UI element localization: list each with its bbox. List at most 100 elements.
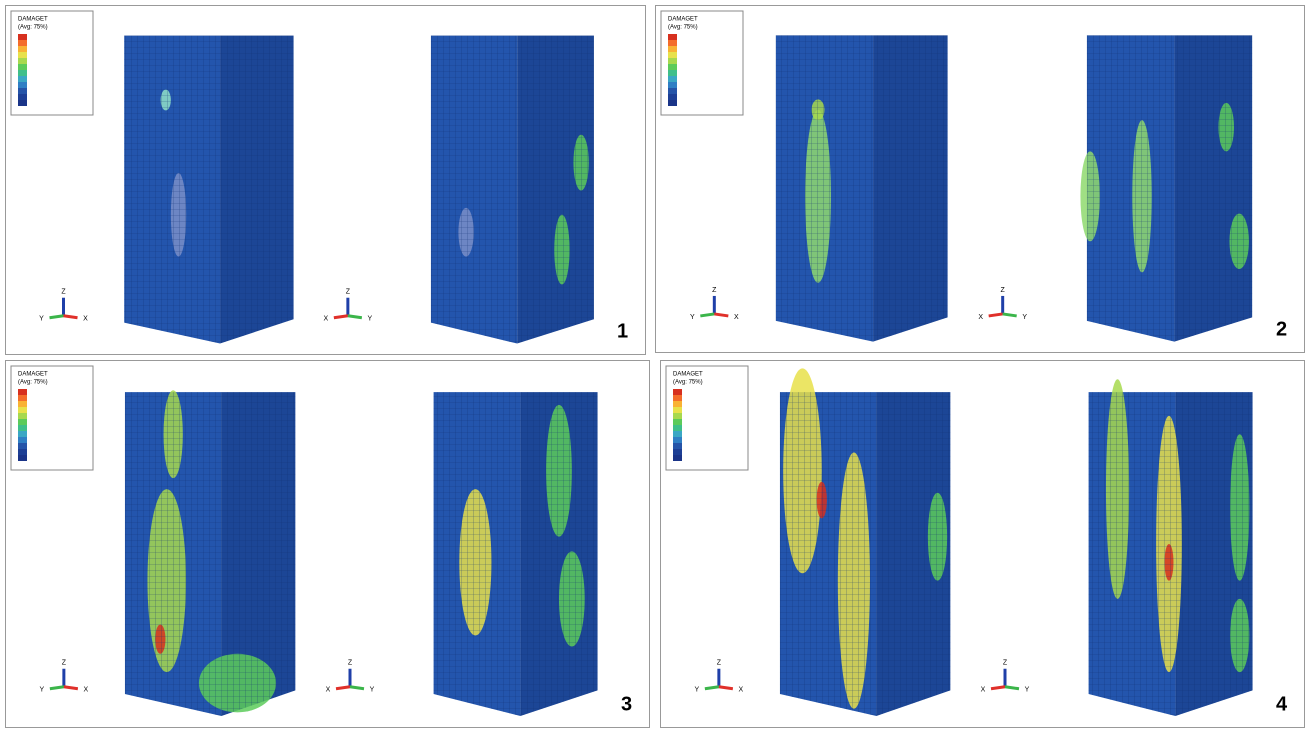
panel-number: 3 bbox=[621, 693, 632, 715]
triad-label: Y bbox=[40, 687, 45, 694]
panel-number: 1 bbox=[617, 320, 628, 342]
triad-label: Y bbox=[1025, 687, 1030, 694]
triad-left bbox=[991, 687, 1005, 689]
legend-swatch bbox=[18, 401, 27, 407]
legend-swatch bbox=[18, 52, 27, 58]
legend-swatch bbox=[668, 34, 677, 40]
triad-right bbox=[714, 314, 728, 316]
triad-right bbox=[350, 687, 364, 689]
triad-label: X bbox=[978, 314, 983, 321]
triad-label: Y bbox=[39, 316, 44, 323]
triad-label: Y bbox=[1022, 314, 1027, 321]
triad-label: Z bbox=[712, 287, 717, 294]
page: DAMAGET (Avg: 75%) Z Y X Z X Y 1 DAMAGET (Avg: 75… bbox=[0, 0, 1307, 730]
triad-label: Y bbox=[368, 316, 373, 323]
legend-swatch bbox=[673, 431, 682, 437]
triad-label: Z bbox=[1003, 660, 1008, 667]
legend-subtitle: (Avg: 75%) bbox=[18, 380, 48, 386]
legend-subtitle: (Avg: 75%) bbox=[18, 25, 48, 31]
legend-swatch bbox=[18, 70, 27, 76]
triad-right bbox=[1005, 687, 1019, 689]
legend-title: DAMAGET bbox=[668, 17, 698, 23]
mesh-overlay bbox=[1087, 35, 1252, 341]
triad-label: Z bbox=[348, 660, 353, 667]
mesh-overlay bbox=[125, 392, 295, 716]
legend-swatch bbox=[18, 76, 27, 82]
triad-right bbox=[64, 687, 78, 689]
legend-swatch bbox=[18, 449, 27, 455]
legend-swatch bbox=[673, 425, 682, 431]
legend-swatch bbox=[673, 389, 682, 395]
legend-swatch bbox=[673, 443, 682, 449]
triad-left bbox=[50, 316, 64, 318]
legend-swatch bbox=[668, 58, 677, 64]
mesh-overlay bbox=[431, 36, 594, 344]
triad-right bbox=[348, 316, 362, 318]
triad-label: Y bbox=[690, 314, 695, 321]
legend-swatch bbox=[673, 413, 682, 419]
legend-swatch bbox=[18, 431, 27, 437]
triad-label: Z bbox=[346, 289, 351, 296]
triad-label: Z bbox=[1001, 287, 1006, 294]
triad-right bbox=[1003, 314, 1017, 316]
legend-swatch bbox=[673, 455, 682, 461]
legend-swatch bbox=[18, 88, 27, 94]
legend-swatch bbox=[673, 419, 682, 425]
triad-label: X bbox=[326, 687, 331, 694]
mesh-overlay bbox=[776, 35, 948, 341]
triad-label: Z bbox=[61, 289, 66, 296]
triad-left bbox=[989, 314, 1003, 316]
legend-swatch bbox=[18, 64, 27, 70]
legend-title: DAMAGET bbox=[18, 17, 48, 23]
legend-swatch bbox=[668, 52, 677, 58]
legend-swatch bbox=[18, 395, 27, 401]
mesh-overlay bbox=[780, 392, 950, 716]
triad-label: Y bbox=[370, 687, 375, 694]
legend-swatch bbox=[18, 413, 27, 419]
legend-title: DAMAGET bbox=[673, 372, 703, 378]
mesh-overlay bbox=[434, 392, 598, 716]
legend-swatch bbox=[668, 88, 677, 94]
legend-swatch bbox=[18, 40, 27, 46]
triad-left bbox=[705, 687, 719, 689]
legend-swatch bbox=[673, 395, 682, 401]
legend-swatch bbox=[668, 94, 677, 100]
legend-swatch bbox=[18, 34, 27, 40]
legend-swatch bbox=[18, 46, 27, 52]
panel: DAMAGET (Avg: 75%) Z Y X Z X Y 3 bbox=[5, 360, 650, 728]
triad-left bbox=[334, 316, 348, 318]
triad-label: X bbox=[981, 687, 986, 694]
legend-swatch bbox=[668, 64, 677, 70]
legend-swatch bbox=[18, 443, 27, 449]
legend-title: DAMAGET bbox=[18, 372, 48, 378]
triad-label: Z bbox=[62, 660, 67, 667]
legend-swatch bbox=[18, 437, 27, 443]
triad-label: Y bbox=[695, 687, 700, 694]
legend-swatch bbox=[668, 76, 677, 82]
triad-label: X bbox=[734, 314, 739, 321]
legend-swatch bbox=[18, 389, 27, 395]
legend-swatch bbox=[668, 46, 677, 52]
legend-swatch bbox=[18, 82, 27, 88]
triad-left bbox=[700, 314, 714, 316]
legend-swatch bbox=[673, 407, 682, 413]
panel: DAMAGET (Avg: 75%) Z Y X Z X Y 1 bbox=[5, 5, 646, 355]
legend-swatch bbox=[668, 82, 677, 88]
triad-label: Z bbox=[717, 660, 722, 667]
legend-swatch bbox=[673, 401, 682, 407]
legend-swatch bbox=[668, 100, 677, 106]
legend-swatch bbox=[18, 407, 27, 413]
panel-number: 4 bbox=[1276, 693, 1288, 715]
triad-label: X bbox=[324, 316, 329, 323]
triad-label: X bbox=[83, 316, 88, 323]
triad-right bbox=[719, 687, 733, 689]
triad-label: X bbox=[84, 687, 89, 694]
triad-left bbox=[50, 687, 64, 689]
legend-swatch bbox=[18, 100, 27, 106]
triad-left bbox=[336, 687, 350, 689]
legend-swatch bbox=[18, 58, 27, 64]
legend-swatch bbox=[18, 94, 27, 100]
